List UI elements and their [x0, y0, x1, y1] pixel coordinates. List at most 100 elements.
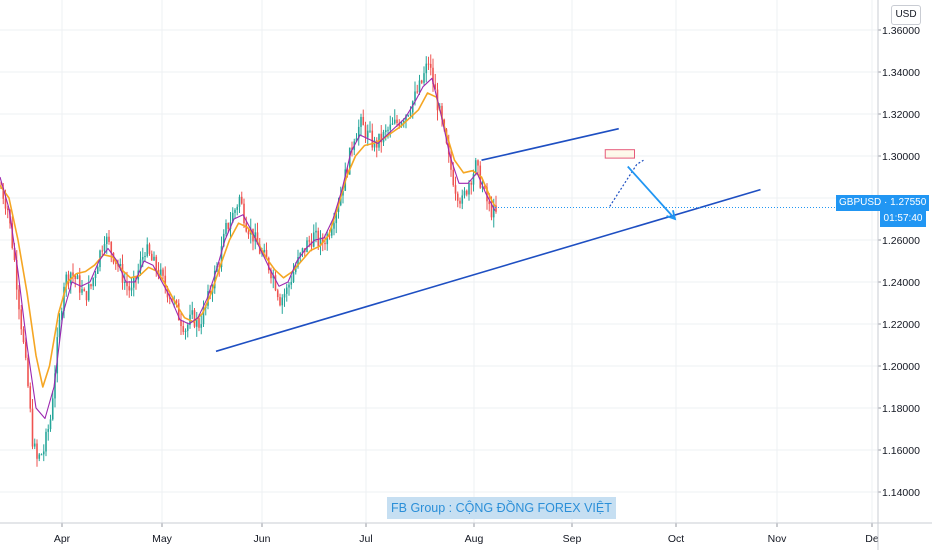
- candle-body: [243, 203, 245, 224]
- candle-body: [454, 185, 457, 194]
- candle-body: [301, 248, 304, 253]
- y-tick-label: 1.32000: [882, 109, 920, 121]
- group-banner: FB Group : CỘNG ĐỒNG FOREX VIỆT: [387, 497, 616, 519]
- candle-body: [389, 124, 392, 130]
- candle-body: [405, 115, 407, 121]
- candle-body: [256, 232, 259, 245]
- candle-body: [321, 237, 324, 243]
- candle-body: [382, 132, 385, 143]
- candle-body: [272, 275, 275, 279]
- candle-body: [123, 282, 126, 284]
- ma-slow-line: [0, 92, 496, 388]
- candle-body: [317, 230, 320, 246]
- candle-body: [456, 193, 459, 201]
- candle-body: [423, 73, 425, 83]
- candle-body: [92, 277, 95, 287]
- candle-body: [234, 209, 236, 213]
- candle-body: [85, 291, 88, 301]
- x-tick-label: Jul: [359, 533, 372, 545]
- forecast-arrow: [627, 165, 676, 220]
- candle-body: [20, 309, 23, 330]
- forecast-arrow-head: [666, 210, 677, 221]
- candle-body: [393, 119, 396, 124]
- candle-body: [207, 291, 209, 306]
- candle-body: [434, 84, 437, 90]
- candle-body: [308, 240, 311, 242]
- bar-countdown: 01:57:40: [880, 211, 926, 227]
- candle-body: [231, 212, 234, 223]
- y-tick-label: 1.20000: [882, 361, 920, 373]
- candle-body: [483, 186, 486, 188]
- candle-body: [488, 201, 491, 205]
- candle-body: [81, 289, 83, 293]
- candle-body: [96, 267, 99, 274]
- candle-body: [141, 257, 144, 260]
- candle-body: [229, 222, 232, 229]
- trendline: [215, 188, 761, 353]
- candle-body: [94, 273, 97, 278]
- candle-body: [159, 269, 162, 276]
- candle-body: [36, 443, 38, 459]
- candle-body: [2, 187, 5, 199]
- candle-body: [146, 244, 149, 256]
- candle-body: [490, 204, 493, 218]
- candle-body: [56, 337, 59, 374]
- y-tick-label: 1.24000: [882, 277, 920, 289]
- candle-body: [114, 262, 117, 264]
- candle-body: [45, 431, 47, 452]
- candle-body: [420, 80, 423, 83]
- candle-body: [348, 147, 351, 175]
- candle-body: [362, 116, 365, 126]
- candle-body: [119, 263, 122, 267]
- candle-body: [195, 318, 198, 327]
- candle-body: [360, 116, 362, 127]
- candle-body: [144, 255, 146, 258]
- candle-body: [90, 284, 92, 287]
- candle-body: [153, 256, 155, 261]
- candle-body: [105, 236, 108, 245]
- candle-body: [339, 195, 342, 206]
- candle-body: [477, 160, 479, 166]
- candle-body: [15, 259, 18, 290]
- x-tick-label: Oct: [668, 533, 684, 545]
- candle-body: [387, 129, 389, 131]
- candle-body: [411, 101, 414, 113]
- candle-body: [279, 297, 281, 306]
- candle-body: [155, 256, 158, 270]
- candle-body: [209, 291, 212, 294]
- y-tick-label: 1.16000: [882, 445, 920, 457]
- candle-body: [346, 169, 349, 175]
- y-tick-label: 1.26000: [882, 235, 920, 247]
- candle-body: [47, 429, 50, 432]
- candle-body: [416, 91, 419, 93]
- y-tick-label: 1.22000: [882, 319, 920, 331]
- candle-body: [78, 275, 81, 293]
- candle-body: [139, 259, 142, 271]
- candle-body: [150, 253, 153, 261]
- candle-body: [324, 242, 326, 245]
- y-tick-label: 1.14000: [882, 487, 920, 499]
- candle-body: [83, 289, 86, 292]
- candle-body: [369, 130, 371, 132]
- candle-body: [202, 307, 205, 325]
- x-tick-label: Sep: [563, 533, 582, 545]
- candle-body: [492, 205, 495, 218]
- candle-body: [355, 138, 358, 142]
- currency-button[interactable]: USD: [891, 5, 921, 25]
- candle-body: [191, 310, 194, 315]
- candle-body: [168, 297, 171, 299]
- candle-body: [441, 105, 443, 120]
- candle-body: [380, 133, 383, 143]
- candle-body: [297, 256, 299, 267]
- candle-body: [312, 232, 315, 247]
- candle-body: [463, 190, 466, 196]
- candle-body: [292, 272, 295, 282]
- candle-body: [87, 284, 90, 301]
- candle-body: [60, 310, 63, 320]
- candle-body: [182, 326, 185, 332]
- candle-body: [288, 284, 290, 288]
- candle-body: [472, 173, 475, 185]
- candle-body: [364, 125, 367, 138]
- candle-body: [101, 250, 104, 252]
